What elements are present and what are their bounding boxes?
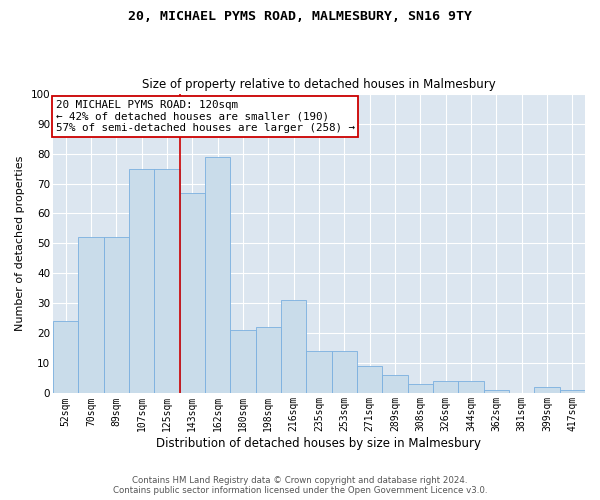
Bar (484, 390, 509, 394)
Bar (53, 322, 78, 394)
X-axis label: Distribution of detached houses by size in Malmesbury: Distribution of detached houses by size … (157, 437, 481, 450)
Bar (407, 384, 433, 394)
Text: 20, MICHAEL PYMS ROAD, MALMESBURY, SN16 9TY: 20, MICHAEL PYMS ROAD, MALMESBURY, SN16 … (128, 10, 472, 23)
Y-axis label: Number of detached properties: Number of detached properties (15, 156, 25, 331)
Bar (535, 388, 560, 394)
Bar (307, 352, 332, 394)
Bar (154, 168, 179, 394)
Bar (357, 366, 382, 394)
Bar (129, 168, 154, 394)
Bar (281, 300, 307, 394)
Bar (78, 238, 104, 394)
Bar (458, 382, 484, 394)
Bar (104, 238, 129, 394)
Title: Size of property relative to detached houses in Malmesbury: Size of property relative to detached ho… (142, 78, 496, 91)
Bar (560, 390, 585, 394)
Bar (205, 156, 230, 394)
Bar (382, 376, 407, 394)
Bar (332, 352, 357, 394)
Text: Contains HM Land Registry data © Crown copyright and database right 2024.
Contai: Contains HM Land Registry data © Crown c… (113, 476, 487, 495)
Text: 20 MICHAEL PYMS ROAD: 120sqm
← 42% of detached houses are smaller (190)
57% of s: 20 MICHAEL PYMS ROAD: 120sqm ← 42% of de… (56, 100, 355, 133)
Bar (256, 328, 281, 394)
Bar (230, 330, 256, 394)
Bar (433, 382, 458, 394)
Bar (179, 192, 205, 394)
